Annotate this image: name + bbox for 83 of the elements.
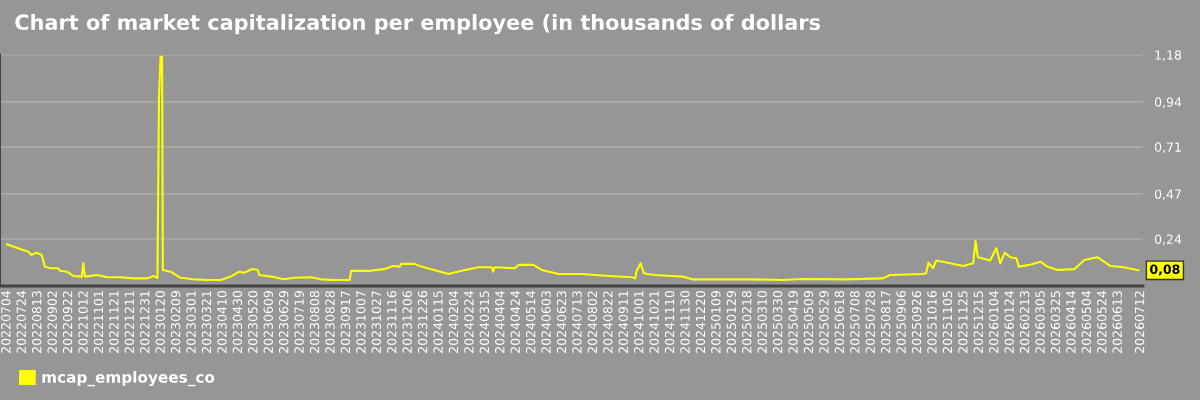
x-tick-label: 20240224: [464, 290, 474, 353]
x-tick-label: 20260414: [1066, 290, 1076, 353]
y-tick-label: 1,18: [1155, 50, 1182, 61]
x-tick-label: 20250926: [911, 290, 922, 353]
x-tick-label: 20221101: [93, 291, 104, 353]
line-series: [5, 55, 1140, 281]
x-tick-label: 20241001: [633, 291, 644, 353]
chart-title: Chart of market capitalization per employee (in thousands of dollars: [15, 13, 820, 35]
x-tick-label: 20220922: [62, 291, 73, 353]
x-tick-label: 20241021: [649, 291, 659, 353]
x-tick-label: 20240115: [433, 291, 443, 353]
x-tick-label: 20241220: [695, 291, 706, 353]
x-tick-label: 20230808: [309, 291, 320, 353]
x-tick-label: 20260504: [1081, 290, 1092, 353]
x-tick-label: 20220724: [16, 290, 27, 353]
x-tick-label: 20260213: [1019, 291, 1030, 353]
x-tick-label: 20230209: [170, 291, 181, 353]
x-tick-label: 20260712: [1134, 291, 1145, 353]
x-tick-label: 20250906: [896, 290, 906, 353]
x-tick-label: 20240822: [603, 291, 613, 353]
x-tick-label: 20230301: [186, 291, 196, 353]
x-tick-label: 20260325: [1050, 291, 1061, 353]
x-tick-label: 20250529: [819, 291, 829, 353]
x-tick-label: 20240713: [572, 291, 582, 353]
x-tick-label: 20250330: [772, 291, 783, 353]
x-tick-label: 20240911: [618, 291, 628, 353]
x-tick-label: 20250310: [757, 291, 767, 353]
x-tick-label: 20230321: [201, 291, 212, 353]
x-tick-label: 20230120: [155, 291, 165, 353]
x-tick-label: 20230629: [278, 291, 289, 353]
x-tick-label: 20240623: [556, 291, 567, 353]
x-tick-label: 20240404: [495, 290, 505, 353]
x-tick-label: 20250509: [803, 291, 814, 353]
x-tick-label: 20231027: [371, 291, 382, 353]
x-tick-label: 20260305: [1035, 291, 1045, 353]
x-tick-label: 20221121: [109, 291, 119, 353]
x-tick-label: 20220813: [31, 291, 42, 353]
x-tick-label: 20251125: [958, 291, 968, 353]
x-tick-label: 20250419: [788, 291, 798, 353]
x-tick-label: 20230917: [340, 291, 351, 353]
x-tick-label: 20220704: [1, 290, 11, 353]
x-tick-label: 20231116: [387, 290, 397, 353]
x-tick-label: 20240603: [541, 291, 551, 353]
x-tick-label: 20250817: [880, 291, 891, 353]
x-tick-label: 20240802: [587, 291, 598, 353]
x-tick-label: 20251016: [927, 290, 937, 353]
x-tick-label: 20240315: [479, 291, 490, 353]
x-tick-label: 20250708: [850, 291, 860, 353]
x-tick-label: 20220902: [47, 291, 57, 353]
y-tick-label: 0,47: [1154, 189, 1181, 201]
x-tick-label: 20241110: [664, 291, 675, 353]
x-tick-label: 20230719: [294, 291, 304, 353]
x-tick-label: 20230430: [232, 291, 243, 353]
x-tick-label: 20221211: [124, 291, 135, 353]
x-tick-label: 20221012: [78, 291, 88, 353]
x-tick-label: 20250728: [865, 291, 875, 353]
x-tick-label: 20230410: [217, 291, 227, 353]
x-tick-label: 20240424: [510, 290, 520, 353]
x-tick-label: 20240514: [525, 290, 536, 353]
x-tick-label: 20260524: [1097, 290, 1107, 353]
annotation: 0,08: [1150, 264, 1180, 276]
x-tick-label: 20231226: [417, 290, 428, 353]
x-tick-label: 20250129: [726, 291, 737, 353]
x-tick-label: 20241130: [680, 291, 690, 353]
y-tick-label: 0,94: [1154, 97, 1182, 109]
x-tick-label: 20221231: [140, 291, 150, 353]
x-tick-label: 20251105: [942, 291, 953, 353]
x-tick-label: 20250618: [834, 291, 845, 353]
y-tick-label: 0,71: [1154, 142, 1181, 154]
x-tick-label: 20260124: [1004, 290, 1014, 353]
x-tick-label: 20230828: [325, 291, 335, 353]
x-tick-label: 20260104: [988, 290, 999, 353]
x-tick-label: 20251215: [973, 291, 984, 353]
legend-label: mcap_employees_co: [42, 371, 215, 387]
y-tick-label: 0,24: [1154, 234, 1182, 246]
x-tick-label: 20230609: [263, 291, 273, 353]
x-tick-label: 20231007: [356, 291, 366, 353]
x-tick-label: 20260613: [1112, 291, 1122, 353]
x-tick-label: 20240204: [448, 290, 459, 353]
x-tick-label: 20231206: [402, 290, 412, 353]
x-tick-label: 20230520: [248, 291, 258, 353]
x-tick-label: 20250109: [711, 291, 721, 353]
x-tick-label: 20250218: [742, 291, 752, 353]
